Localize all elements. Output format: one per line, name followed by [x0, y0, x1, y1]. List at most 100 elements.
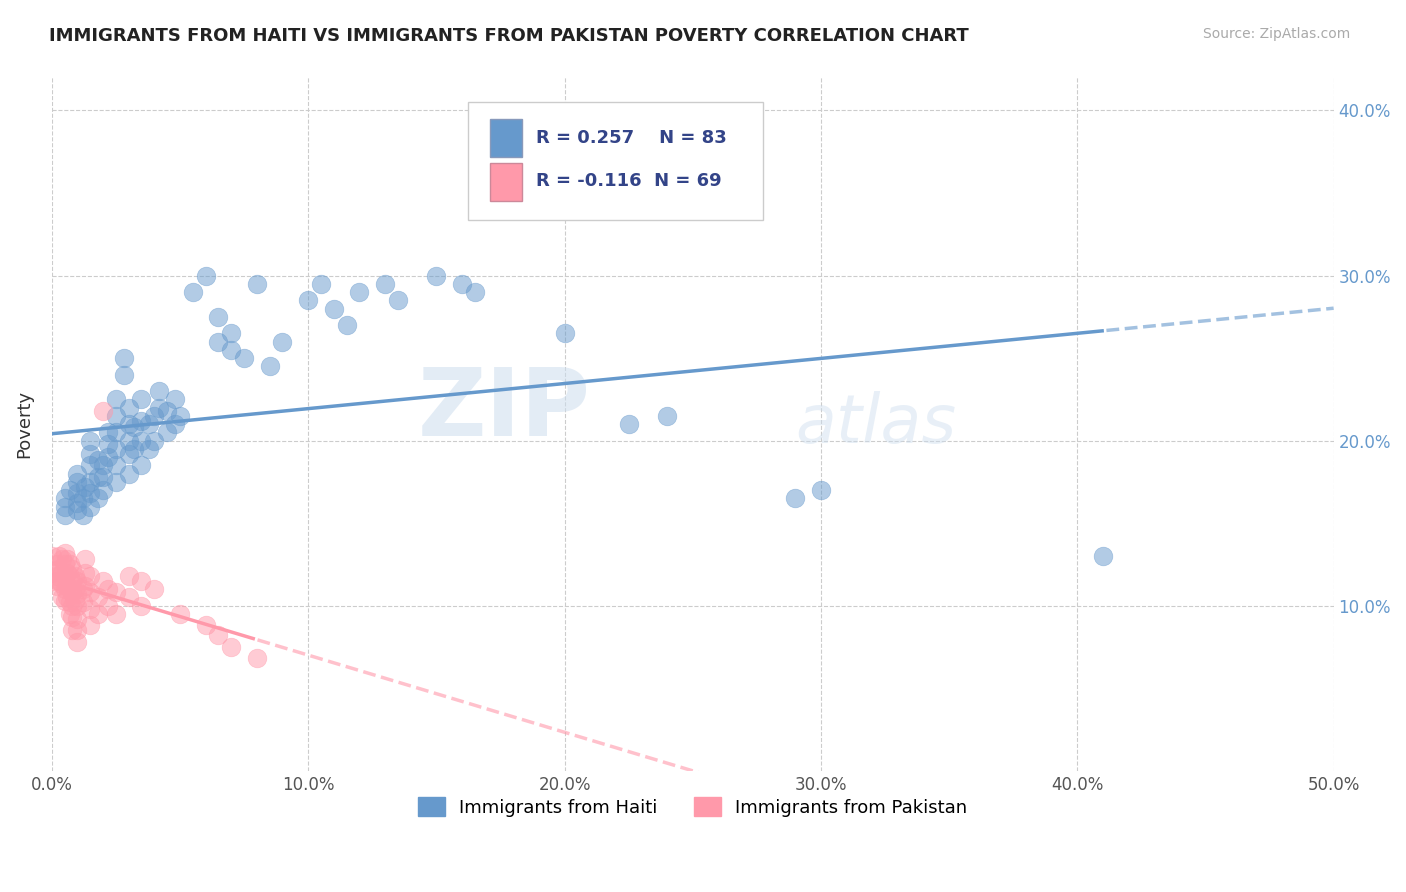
Point: [87, 470, 110, 484]
Point: [60, 574, 83, 588]
Point: [48, 562, 70, 576]
Point: [75, 566, 97, 580]
Text: R = 0.257    N = 83: R = 0.257 N = 83: [536, 128, 727, 147]
FancyBboxPatch shape: [468, 102, 763, 219]
Point: [143, 409, 166, 423]
Point: [118, 467, 141, 481]
Point: [51, 591, 73, 605]
Point: [59, 595, 82, 609]
Point: [104, 442, 127, 456]
Point: [104, 585, 127, 599]
Point: [97, 582, 120, 596]
Point: [148, 401, 170, 415]
Point: [617, 417, 640, 431]
FancyBboxPatch shape: [491, 162, 522, 201]
Point: [148, 384, 170, 398]
Point: [60, 599, 83, 613]
Point: [66, 587, 89, 601]
Point: [104, 475, 127, 489]
Point: [387, 293, 409, 308]
Point: [45, 558, 67, 572]
Point: [97, 450, 120, 464]
Point: [66, 467, 89, 481]
Point: [66, 635, 89, 649]
Point: [41, 549, 63, 563]
Point: [87, 591, 110, 605]
Point: [104, 392, 127, 407]
Point: [79, 434, 101, 448]
Y-axis label: Poverty: Poverty: [15, 390, 32, 458]
Point: [97, 437, 120, 451]
Point: [1091, 549, 1114, 563]
Point: [75, 579, 97, 593]
Point: [53, 582, 76, 596]
Point: [309, 277, 332, 291]
Point: [79, 475, 101, 489]
Point: [655, 409, 678, 423]
Point: [45, 579, 67, 593]
Point: [60, 610, 83, 624]
Point: [181, 285, 204, 299]
Point: [56, 591, 79, 605]
Point: [66, 475, 89, 489]
Point: [79, 458, 101, 473]
Point: [118, 591, 141, 605]
Point: [97, 425, 120, 440]
Point: [53, 500, 76, 514]
Point: [336, 318, 359, 332]
Point: [131, 574, 153, 588]
Point: [59, 607, 82, 621]
FancyBboxPatch shape: [491, 119, 522, 157]
Point: [59, 558, 82, 572]
Point: [66, 503, 89, 517]
Point: [297, 293, 319, 308]
Point: [143, 582, 166, 596]
Point: [97, 599, 120, 613]
Point: [104, 425, 127, 440]
Point: [56, 552, 79, 566]
Point: [156, 404, 179, 418]
Point: [122, 442, 145, 456]
Point: [91, 470, 114, 484]
Point: [48, 574, 70, 588]
Point: [60, 624, 83, 638]
Point: [207, 310, 229, 324]
Point: [143, 434, 166, 448]
Point: [53, 508, 76, 522]
Point: [51, 566, 73, 580]
Point: [118, 434, 141, 448]
Point: [118, 417, 141, 431]
Point: [207, 334, 229, 349]
Point: [72, 508, 94, 522]
Point: [87, 453, 110, 467]
Point: [66, 599, 89, 613]
Point: [63, 582, 86, 596]
Point: [91, 483, 114, 497]
Point: [79, 500, 101, 514]
Point: [118, 401, 141, 415]
Point: [163, 417, 186, 431]
Point: [156, 425, 179, 440]
Text: IMMIGRANTS FROM HAITI VS IMMIGRANTS FROM PAKISTAN POVERTY CORRELATION CHART: IMMIGRANTS FROM HAITI VS IMMIGRANTS FROM…: [49, 27, 969, 45]
Point: [169, 409, 191, 423]
Point: [131, 392, 153, 407]
Point: [194, 618, 217, 632]
Point: [79, 602, 101, 616]
Point: [79, 585, 101, 599]
Point: [72, 491, 94, 506]
Point: [72, 582, 94, 596]
Point: [56, 566, 79, 580]
Point: [322, 301, 344, 316]
Point: [207, 628, 229, 642]
Point: [91, 458, 114, 473]
Point: [45, 569, 67, 583]
Point: [79, 569, 101, 583]
Point: [118, 569, 141, 583]
Point: [79, 486, 101, 500]
Point: [75, 480, 97, 494]
Point: [59, 569, 82, 583]
Point: [91, 404, 114, 418]
Point: [246, 651, 269, 665]
Point: [66, 612, 89, 626]
Point: [63, 593, 86, 607]
